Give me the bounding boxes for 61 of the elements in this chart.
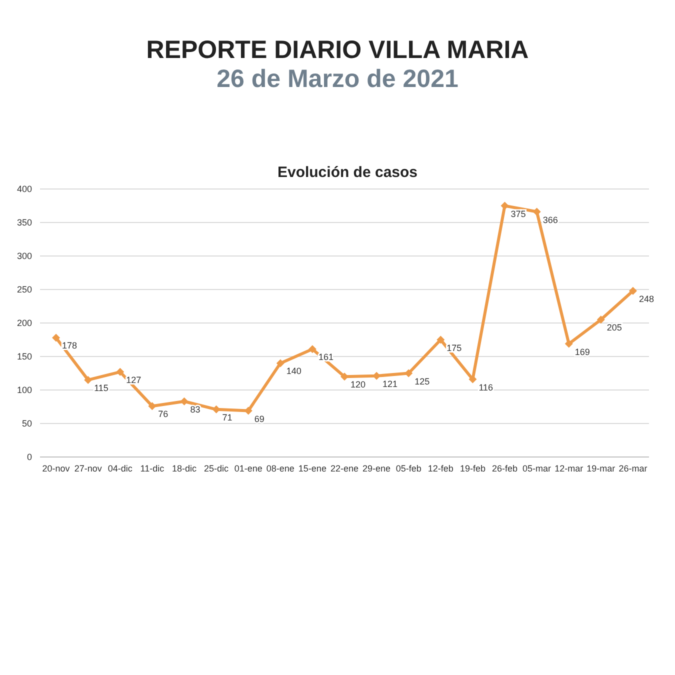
y-tick-label: 50 <box>22 418 32 429</box>
point <box>436 336 445 344</box>
data-label: 116 <box>478 382 494 392</box>
x-tick-label: 08-ene <box>266 463 294 474</box>
y-tick-label: 250 <box>16 284 32 295</box>
point <box>276 359 284 368</box>
x-tick-label: 11-dic <box>140 463 165 474</box>
point <box>84 376 92 384</box>
x-tick-label: 18-dic <box>172 463 197 474</box>
x-tick-label: 29-ene <box>362 463 391 474</box>
point <box>116 368 124 376</box>
text: Evolución de casos <box>276 164 419 181</box>
y-tick-label: 300 <box>16 251 32 262</box>
point <box>628 286 637 295</box>
x-tick-label: 26-mar <box>618 463 648 474</box>
data-label: 69 <box>254 414 264 424</box>
x-tick-label: 05-feb <box>396 463 422 474</box>
point <box>148 402 156 410</box>
x-tick-label: 26-feb <box>492 463 518 474</box>
x-tick-label: 22-ene <box>330 463 359 474</box>
point <box>340 372 348 381</box>
point <box>404 369 413 378</box>
point <box>596 316 605 324</box>
y-tick-label: 400 <box>16 184 32 194</box>
y-tick-label: 150 <box>16 352 32 362</box>
data-label: 71 <box>222 412 232 422</box>
y-tick-label: 100 <box>16 385 32 396</box>
x-tick-label: 05-mar <box>522 463 552 474</box>
x-tick-label: 15-ene <box>298 463 326 474</box>
y-tick-label: 350 <box>16 218 32 228</box>
data-label: 125 <box>414 376 430 386</box>
point <box>308 345 316 354</box>
data-label: 140 <box>286 366 302 376</box>
x-tick-label: 19-feb <box>460 463 486 474</box>
data-label: 83 <box>190 404 200 414</box>
chart-subtitle: 26 de Marzo de 2021 <box>216 65 460 94</box>
data-label: 375 <box>510 208 526 219</box>
x-tick-label: 12-feb <box>428 463 454 474</box>
chart-title: REPORTE DIARIO VILLA MARIA <box>145 35 530 65</box>
data-label: 205 <box>606 322 622 333</box>
point <box>500 202 509 210</box>
data-label: 115 <box>94 382 108 393</box>
x-tick-label: 25-dic <box>204 463 230 474</box>
y-tick-label: 0 <box>26 452 32 462</box>
x-tick-label: 12-mar <box>554 463 584 474</box>
data-label: 366 <box>542 214 558 225</box>
point <box>180 397 188 406</box>
data-label: 120 <box>350 380 366 390</box>
x-tick-label: 04-dic <box>108 463 133 474</box>
point <box>52 334 60 342</box>
point <box>532 208 541 216</box>
x-tick-label: 27-nov <box>74 463 102 474</box>
y-tick-label: 200 <box>16 318 32 328</box>
point <box>564 340 573 348</box>
x-tick-label: 19-mar <box>586 463 616 474</box>
x-tick-label: 01-ene <box>234 463 262 474</box>
data-label: 76 <box>158 409 168 420</box>
x-tick-label: 20-nov <box>42 463 70 474</box>
data-label: 121 <box>382 378 398 389</box>
data-label: 169 <box>574 346 590 357</box>
data-label: 248 <box>638 294 654 304</box>
